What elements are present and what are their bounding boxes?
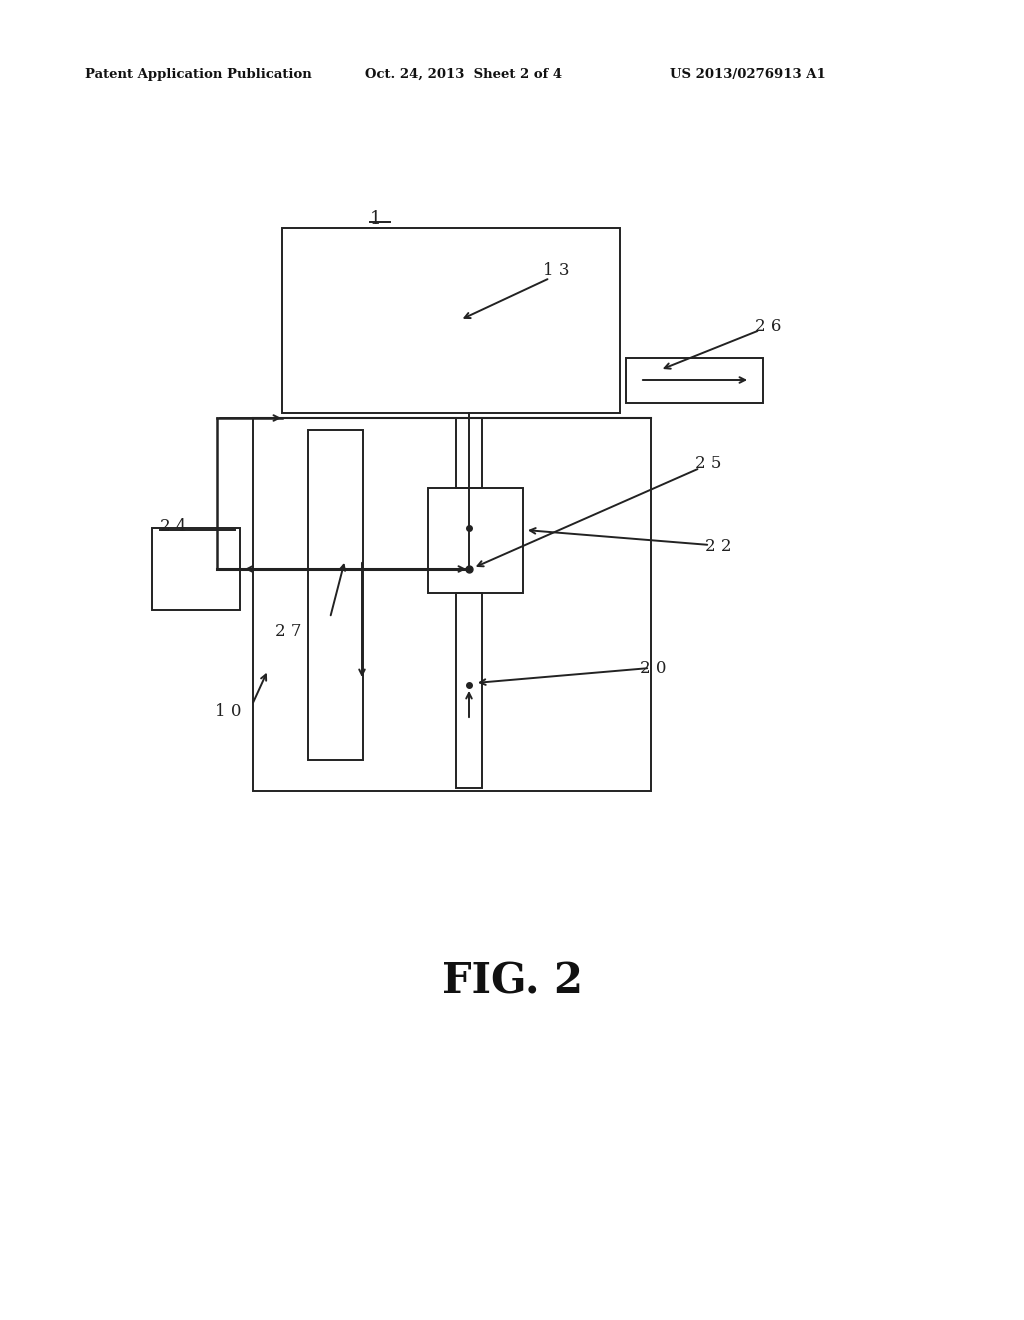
Bar (456, 418, 482, 488)
Text: 1 0: 1 0 (215, 704, 242, 719)
Text: Patent Application Publication: Patent Application Publication (85, 69, 311, 81)
Text: 1: 1 (370, 210, 382, 228)
Bar (456, 593, 482, 788)
Text: Oct. 24, 2013  Sheet 2 of 4: Oct. 24, 2013 Sheet 2 of 4 (365, 69, 562, 81)
Bar (253, 418, 651, 791)
Text: 2 6: 2 6 (755, 318, 781, 335)
Bar (428, 488, 523, 593)
Bar (282, 228, 620, 413)
Text: 1 3: 1 3 (543, 261, 569, 279)
Bar (152, 528, 240, 610)
Text: US 2013/0276913 A1: US 2013/0276913 A1 (670, 69, 825, 81)
Text: FIG. 2: FIG. 2 (441, 960, 583, 1002)
Text: 2 4: 2 4 (160, 517, 186, 535)
Text: 2 5: 2 5 (695, 455, 721, 473)
Text: 2 0: 2 0 (640, 660, 667, 677)
Bar (308, 430, 362, 760)
Bar (626, 358, 763, 403)
Text: 2 2: 2 2 (705, 539, 731, 554)
Text: 2 7: 2 7 (275, 623, 301, 640)
